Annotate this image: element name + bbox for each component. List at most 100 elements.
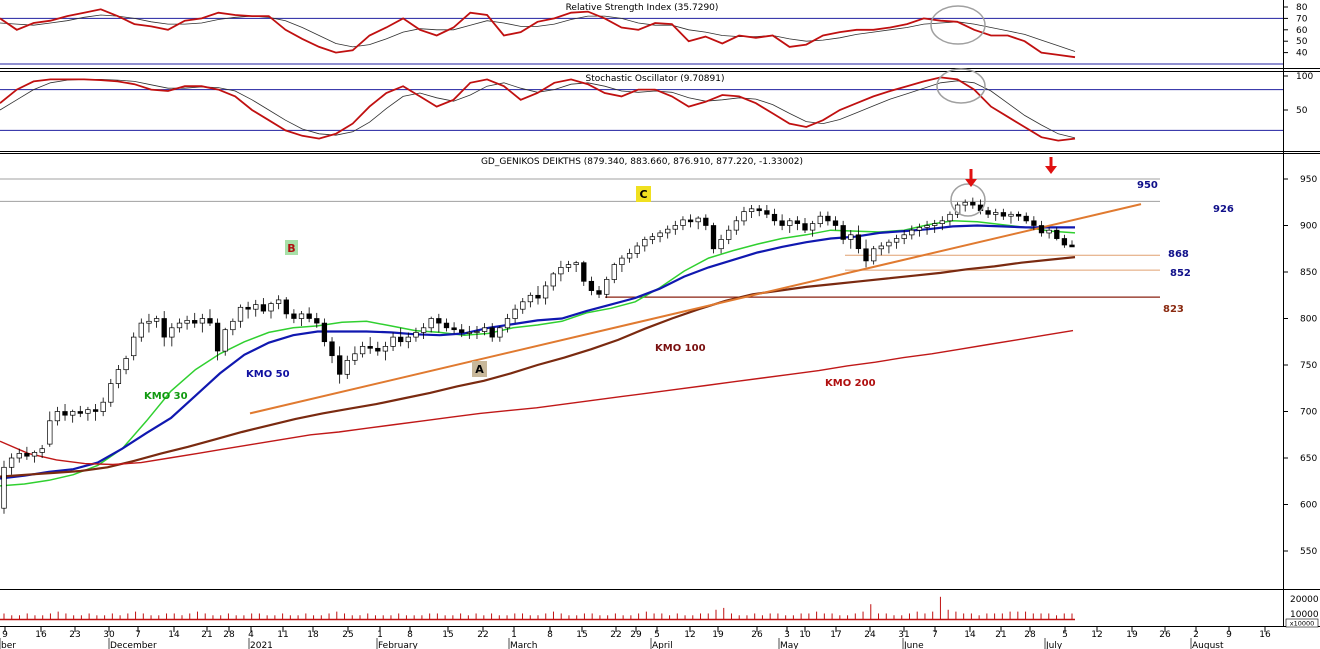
- x-tick-label: 14: [964, 630, 976, 640]
- candle: [153, 315, 160, 328]
- candle: [77, 405, 83, 418]
- price-panel: GD_GENIKOS DEIKTHS (879.340, 883.660, 87…: [0, 157, 1317, 557]
- x-tick-label: 30: [103, 630, 115, 640]
- candle: [985, 206, 991, 219]
- panel-frames: [0, 0, 1320, 627]
- month-label: 2021: [250, 641, 273, 649]
- candle: [92, 404, 99, 421]
- label-kmo100: KMO 100: [655, 343, 706, 354]
- candle: [596, 285, 602, 299]
- candle: [405, 332, 411, 349]
- rsi-tick-label: 70: [1296, 14, 1308, 24]
- x-tick-label: 5: [654, 630, 660, 640]
- candle: [497, 325, 503, 342]
- price-tick-label: 800: [1300, 315, 1317, 325]
- price-tick-label: 650: [1300, 454, 1317, 464]
- x-tick-label: 11: [277, 630, 288, 640]
- candle: [565, 260, 572, 272]
- price-tick-label: 700: [1300, 408, 1317, 418]
- candle: [809, 220, 816, 237]
- kmo200-line: [0, 329, 1074, 466]
- candle: [459, 324, 465, 338]
- candle: [718, 234, 724, 254]
- candle: [192, 312, 198, 328]
- rsi-title: Relative Strength Index (35.7290): [566, 3, 719, 13]
- x-tick-label: 2: [1193, 630, 1199, 640]
- label-b: B: [285, 240, 298, 255]
- candle: [764, 205, 770, 219]
- candle: [108, 378, 114, 407]
- label-c: C: [636, 186, 651, 202]
- candle: [1, 460, 7, 514]
- candle: [626, 248, 633, 263]
- x-tick-label: 22: [477, 630, 488, 640]
- candle: [207, 309, 213, 326]
- candle: [131, 332, 137, 361]
- candle: [916, 223, 923, 237]
- month-label: February: [378, 641, 419, 649]
- candle: [802, 218, 808, 233]
- candle: [665, 225, 671, 239]
- candle: [344, 355, 350, 379]
- stochastic-y-ticks: 50 100: [1283, 72, 1313, 116]
- candle: [901, 230, 907, 245]
- candle: [787, 218, 793, 233]
- candle: [222, 327, 228, 356]
- candle: [825, 211, 831, 226]
- candle: [878, 242, 884, 256]
- level-label-950: 950: [1137, 180, 1158, 191]
- candle: [253, 299, 259, 317]
- x-tick-label: 12: [1091, 630, 1102, 640]
- candle: [199, 313, 206, 333]
- candle: [604, 276, 610, 299]
- trendline: [249, 203, 1142, 415]
- candle: [741, 206, 747, 226]
- x-tick-label: 15: [442, 630, 453, 640]
- candle: [962, 199, 968, 212]
- candle: [169, 323, 175, 347]
- kmo100-line: [0, 256, 1076, 478]
- x-tick-label: 7: [932, 630, 938, 640]
- x-tick-label: 16: [35, 630, 47, 640]
- candle: [756, 205, 762, 217]
- x-axis: 9 16 23 30 7 14 21 28 4 11 18 25 1 8 15 22 1 8 15 22 29 5 12 19…: [0, 627, 1271, 649]
- x-tick-label: 29: [630, 630, 642, 640]
- label-a: A: [472, 361, 487, 377]
- candle: [1023, 212, 1029, 224]
- candle: [123, 355, 129, 375]
- candle: [893, 234, 900, 249]
- candle: [939, 216, 945, 231]
- price-tick-label: 550: [1300, 547, 1317, 557]
- candle: [420, 323, 427, 339]
- month-label: May: [780, 641, 799, 649]
- stochastic-highlight-circle: [936, 68, 986, 104]
- month-label: June: [903, 641, 924, 649]
- candle: [161, 311, 167, 347]
- candle: [924, 220, 930, 235]
- x-tick-label: 24: [864, 630, 876, 640]
- candle: [527, 292, 534, 308]
- candle: [680, 216, 686, 231]
- candle: [1008, 211, 1014, 224]
- candle: [184, 315, 190, 330]
- candle: [588, 276, 595, 296]
- candle: [398, 327, 404, 347]
- volume-unit-box: [1285, 618, 1319, 628]
- candle: [306, 307, 312, 323]
- candle: [39, 444, 45, 458]
- candle: [817, 211, 823, 228]
- candle: [337, 346, 343, 384]
- candle: [832, 216, 839, 231]
- candle: [581, 260, 587, 286]
- candle: [695, 216, 701, 230]
- svg-text:C: C: [639, 188, 647, 201]
- candle: [413, 327, 419, 342]
- candle: [642, 236, 648, 252]
- candle: [291, 309, 297, 324]
- stochastic-panel: Stochastic Oscillator (9.70891) 50 100: [0, 68, 1313, 142]
- level-label-868: 868: [1168, 249, 1189, 260]
- candle: [710, 222, 717, 254]
- volume-bars: [0, 596, 1075, 621]
